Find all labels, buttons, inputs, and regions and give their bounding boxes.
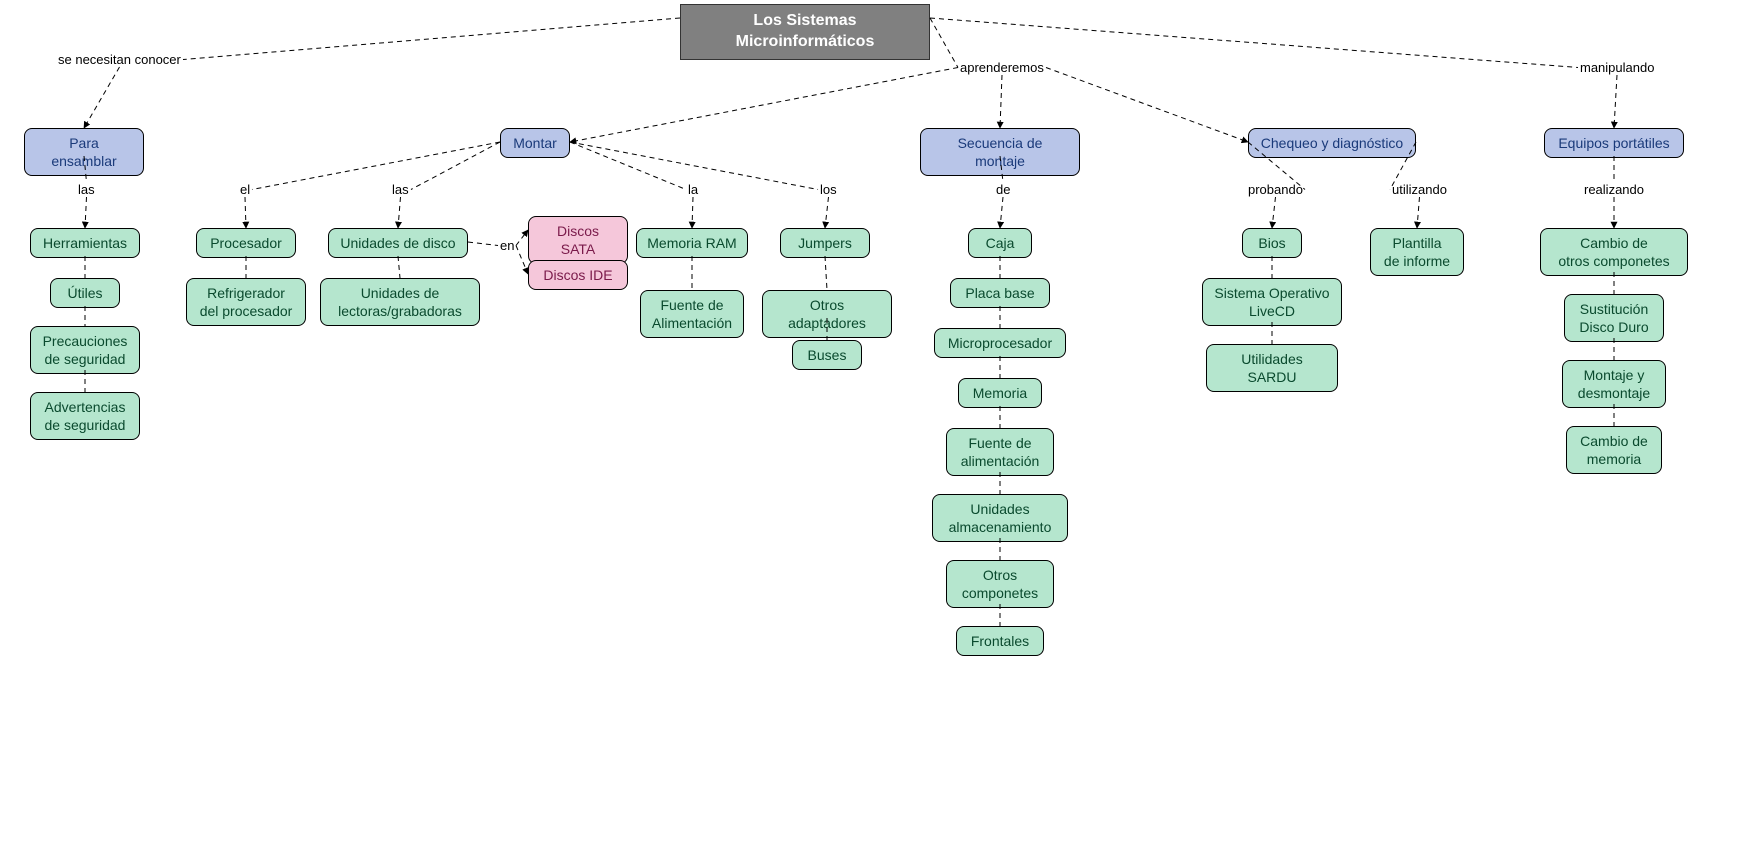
edge-jumpers-otros_adapt xyxy=(825,256,827,290)
edge-montar-l_las2 xyxy=(411,142,500,190)
node-bios: Bios xyxy=(1242,228,1302,258)
edge-label-l_manipulando: manipulando xyxy=(1578,60,1656,75)
edge-l_el-procesador xyxy=(245,197,246,228)
edge-l_los-jumpers xyxy=(825,197,829,228)
node-secuencia: Secuencia de montaje xyxy=(920,128,1080,176)
node-sardu: Utilidades SARDU xyxy=(1206,344,1338,392)
edge-label-l_probando: probando xyxy=(1246,182,1305,197)
node-precauciones: Precauciones de seguridad xyxy=(30,326,140,374)
node-chequeo: Chequeo y diagnóstico xyxy=(1248,128,1416,158)
edge-unidades_disco-l_en xyxy=(468,242,498,246)
edge-label-l_aprenderemos: aprenderemos xyxy=(958,60,1046,75)
edge-l_de-caja xyxy=(1000,197,1003,228)
node-caja: Caja xyxy=(968,228,1032,258)
edge-l_senecesitan-ensamblar xyxy=(84,67,120,128)
edge-l_utilizando-plantilla xyxy=(1417,197,1420,228)
node-memoria: Memoria xyxy=(958,378,1042,408)
node-micro: Microprocesador xyxy=(934,328,1066,358)
node-fuente2: Fuente de alimentación xyxy=(946,428,1054,476)
edge-montar-l_el xyxy=(252,142,500,190)
edge-label-l_realizando: realizando xyxy=(1582,182,1646,197)
node-montar: Montar xyxy=(500,128,570,158)
edge-unidades_disco-lectoras xyxy=(398,256,400,278)
node-ensamblar: Para ensamblar xyxy=(24,128,144,176)
node-advertencias: Advertencias de seguridad xyxy=(30,392,140,440)
node-root: Los Sistemas Microinformáticos xyxy=(680,4,930,60)
node-herramientas: Herramientas xyxy=(30,228,140,258)
edge-label-l_de: de xyxy=(994,182,1012,197)
edge-l_aprenderemos-secuencia xyxy=(1000,75,1002,128)
edge-l_manipulando-portatiles xyxy=(1614,75,1617,128)
edges-layer xyxy=(0,0,1758,854)
edge-l_en-sata xyxy=(516,230,528,246)
diagram-canvas: Los Sistemas Microinformáticos Para ensam… xyxy=(0,0,1758,854)
edge-label-l_utilizando: utilizando xyxy=(1390,182,1449,197)
node-sata: Discos SATA xyxy=(528,216,628,264)
node-otros_adapt: Otros adaptadores xyxy=(762,290,892,338)
edge-label-l_en: en xyxy=(498,238,516,253)
edge-label-l_los: los xyxy=(818,182,839,197)
node-buses: Buses xyxy=(792,340,862,370)
node-jumpers: Jumpers xyxy=(780,228,870,258)
edge-l_las1-herramientas xyxy=(85,197,87,228)
edge-l_las2-unidades_disco xyxy=(398,197,401,228)
edge-label-l_las2: las xyxy=(390,182,411,197)
node-montaje_desm: Montaje y desmontaje xyxy=(1562,360,1666,408)
node-lectoras: Unidades de lectoras/grabadoras xyxy=(320,278,480,326)
edge-root-l_senecesitan xyxy=(183,18,680,60)
node-otros_comp: Otros componetes xyxy=(946,560,1054,608)
node-procesador: Procesador xyxy=(196,228,296,258)
node-refrigerador: Refrigerador del procesador xyxy=(186,278,306,326)
node-ide: Discos IDE xyxy=(528,260,628,290)
node-sust_disco: Sustitución Disco Duro xyxy=(1564,294,1664,342)
edge-label-l_el: el xyxy=(238,182,252,197)
node-ram: Memoria RAM xyxy=(636,228,748,258)
node-cambio_comp: Cambio de otros componetes xyxy=(1540,228,1688,276)
edge-root-l_aprenderemos xyxy=(930,18,958,68)
edge-l_en-ide xyxy=(516,246,528,275)
node-placa: Placa base xyxy=(950,278,1050,308)
node-plantilla: Plantilla de informe xyxy=(1370,228,1464,276)
node-utiles: Útiles xyxy=(50,278,120,308)
edge-montar-l_la xyxy=(570,142,686,190)
edge-label-l_senecesitan: se necesitan conocer xyxy=(56,52,183,67)
node-fuente_alim: Fuente de Alimentación xyxy=(640,290,744,338)
edge-l_aprenderemos-montar xyxy=(570,68,958,143)
edge-l_probando-bios xyxy=(1272,197,1276,228)
edge-label-l_la: la xyxy=(686,182,700,197)
node-unidades_disco: Unidades de disco xyxy=(328,228,468,258)
node-almacen: Unidades almacenamiento xyxy=(932,494,1068,542)
node-frontales: Frontales xyxy=(956,626,1044,656)
node-cambio_mem: Cambio de memoria xyxy=(1566,426,1662,474)
edge-l_la-ram xyxy=(692,197,693,228)
node-portatiles: Equipos portátiles xyxy=(1544,128,1684,158)
edge-label-l_las1: las xyxy=(76,182,97,197)
node-livecd: Sistema Operativo LiveCD xyxy=(1202,278,1342,326)
